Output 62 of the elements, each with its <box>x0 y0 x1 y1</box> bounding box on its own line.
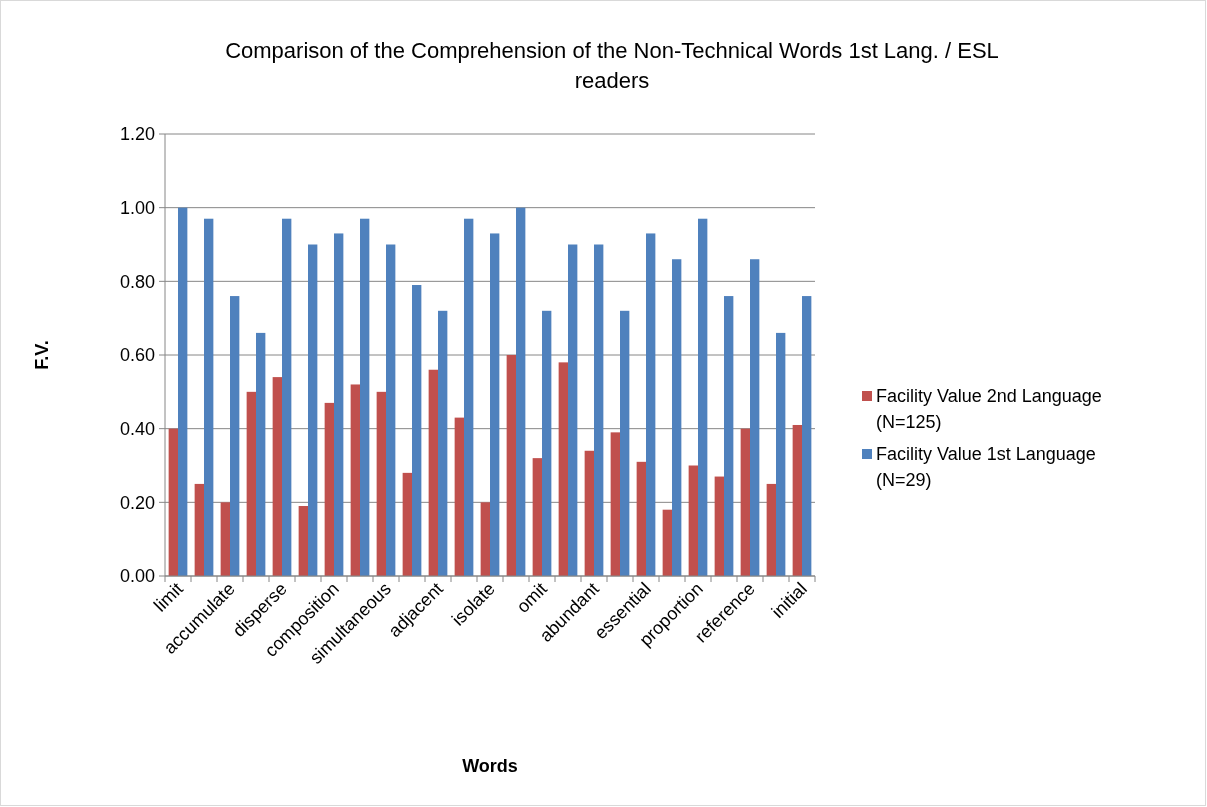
bar <box>688 465 698 576</box>
bar <box>766 483 776 576</box>
bar <box>256 332 266 576</box>
bar <box>454 417 464 576</box>
bar <box>350 384 360 576</box>
bar <box>334 233 344 576</box>
bar <box>490 233 500 576</box>
bar <box>714 476 724 576</box>
bar <box>178 207 188 576</box>
bar <box>532 458 542 576</box>
bar <box>246 391 256 576</box>
bar <box>506 355 516 576</box>
bar <box>480 502 490 576</box>
bar <box>646 233 656 576</box>
bar <box>428 369 438 576</box>
bar <box>220 502 230 576</box>
bar <box>750 259 760 576</box>
x-axis-title: Words <box>462 756 518 776</box>
y-tick-label: 1.20 <box>119 124 155 145</box>
y-tick-label: 0.00 <box>119 566 155 587</box>
bar <box>610 432 620 576</box>
bar <box>584 450 594 576</box>
bar <box>724 296 734 576</box>
y-tick-label: 0.20 <box>119 492 155 513</box>
y-tick-label: 1.00 <box>119 197 155 218</box>
bar <box>636 461 646 576</box>
bar <box>230 296 240 576</box>
bar <box>360 218 370 576</box>
bar <box>324 402 334 576</box>
bar <box>558 362 568 576</box>
bar <box>402 472 412 576</box>
bar <box>298 506 308 576</box>
bar <box>594 244 604 576</box>
bar <box>464 218 474 576</box>
bar <box>620 310 630 576</box>
bar <box>204 218 214 576</box>
bar <box>412 285 422 576</box>
y-tick-label: 0.60 <box>119 345 155 366</box>
bar <box>168 428 178 576</box>
bar <box>272 377 282 576</box>
bar <box>194 483 204 576</box>
bar <box>792 424 802 576</box>
y-tick-label: 0.80 <box>119 271 155 292</box>
bar <box>542 310 552 576</box>
chart-title: Comparison of the Comprehension of the Non-Technical Words 1st Lang. / ESL readers <box>225 38 999 93</box>
bar <box>438 310 448 576</box>
bar <box>672 259 682 576</box>
bar <box>740 428 750 576</box>
bar <box>308 244 318 576</box>
bar <box>386 244 396 576</box>
bar <box>376 391 386 576</box>
bar <box>282 218 292 576</box>
y-tick-label: 0.40 <box>119 418 155 439</box>
bar <box>568 244 578 576</box>
bar <box>698 218 708 576</box>
bar <box>802 296 812 576</box>
legend-label: Facility Value 2nd Language (N=125) <box>876 386 1102 432</box>
bar <box>776 332 786 576</box>
bar <box>662 509 672 576</box>
legend-label: Facility Value 1st Language (N=29) <box>876 444 1096 490</box>
bar <box>516 207 526 576</box>
y-axis-title: F.V. <box>32 340 52 370</box>
